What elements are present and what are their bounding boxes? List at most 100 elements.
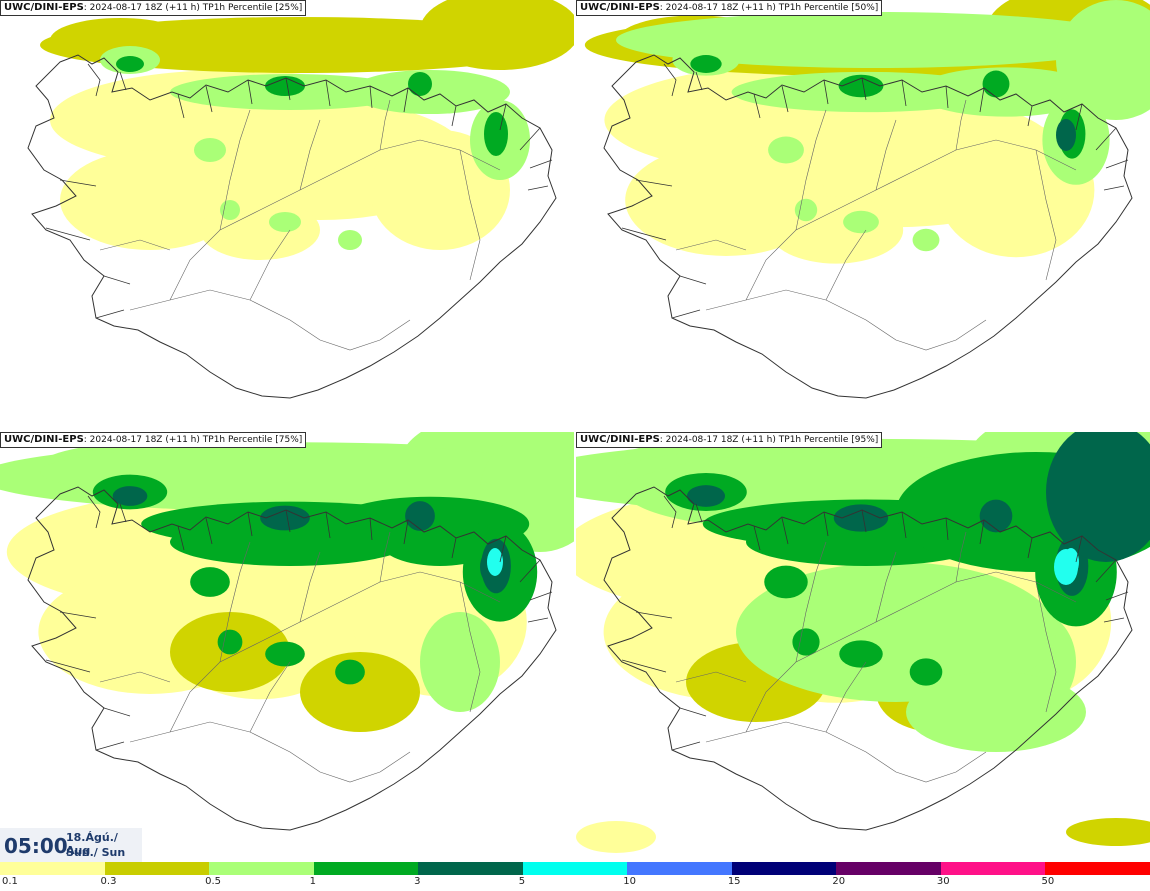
precip-area — [60, 150, 240, 250]
fjord-line — [45, 659, 91, 673]
fjord-line — [59, 611, 97, 619]
boundary-line — [249, 229, 291, 301]
legend-swatch — [209, 862, 315, 875]
fjord-line — [861, 509, 867, 533]
boundary-line — [875, 119, 897, 191]
fjord-line — [247, 79, 253, 105]
boundary-line — [299, 119, 321, 191]
boundary-line — [379, 99, 391, 151]
boundary-line — [169, 571, 501, 733]
fjord-line — [119, 503, 127, 523]
fjord-line — [95, 741, 125, 751]
precip-map — [576, 432, 1150, 853]
precip-area — [768, 136, 804, 164]
map-panel-25: UWC/DINI-EPS: 2024-08-17 18Z (+11 h) TP1… — [0, 0, 574, 430]
fjord-line — [823, 511, 829, 537]
precip-map — [584, 0, 1150, 399]
panel-title: UWC/DINI-EPS: 2024-08-17 18Z (+11 h) TP1… — [0, 432, 307, 448]
boundary-line — [825, 229, 867, 301]
precip-area — [912, 228, 940, 252]
fjord-line — [1027, 537, 1033, 559]
boundary-line — [99, 239, 171, 251]
precip-area — [170, 518, 410, 566]
precip-area — [269, 212, 301, 232]
legend-swatch — [1045, 862, 1150, 875]
legend-swatch — [418, 862, 524, 875]
fjord-line — [945, 85, 949, 109]
fjord-line — [621, 659, 667, 673]
fjord-line — [87, 495, 101, 529]
precip-area — [833, 504, 889, 532]
fjord-line — [95, 309, 125, 319]
precip-area — [839, 640, 883, 668]
coastline — [603, 54, 1133, 399]
precip-area — [764, 565, 808, 599]
valid-time: 05:00 — [4, 834, 68, 858]
precip-area — [1066, 818, 1150, 846]
precip-map — [0, 432, 574, 831]
percentile-label: [25%] — [275, 3, 303, 13]
precip-area — [484, 112, 508, 156]
boundary-line — [299, 551, 321, 623]
boundary-line — [825, 661, 867, 733]
fjord-line — [635, 179, 673, 187]
precip-area — [1046, 432, 1150, 562]
fjord-line — [781, 85, 789, 113]
precip-area — [982, 70, 1010, 98]
fjord-line — [1075, 103, 1083, 131]
precip-area — [838, 74, 884, 98]
percentile-label: [75%] — [275, 435, 303, 445]
fjord-line — [325, 79, 331, 107]
fjord-line — [285, 77, 291, 101]
fjord-line — [369, 85, 373, 109]
precip-area — [200, 200, 320, 260]
fjord-line — [753, 93, 761, 119]
precip-area — [408, 72, 432, 96]
fjord-line — [979, 87, 985, 113]
fjord-line — [45, 227, 91, 241]
fjord-line — [177, 93, 185, 119]
fjord-line — [1103, 185, 1125, 191]
boundary-line — [129, 289, 411, 351]
precip-area — [487, 548, 503, 576]
fjord-line — [695, 503, 703, 523]
field-name: TP1h Percentile — [778, 3, 849, 13]
fjord-line — [59, 179, 97, 187]
fjord-line — [519, 559, 541, 583]
fjord-line — [861, 77, 867, 101]
fjord-line — [403, 87, 409, 113]
panel-title: UWC/DINI-EPS: 2024-08-17 18Z (+11 h) TP1… — [576, 0, 883, 16]
boundary-line — [249, 661, 291, 733]
boundary-line — [875, 551, 897, 623]
precip-area — [979, 499, 1013, 533]
run-info: 2024-08-17 18Z (+11 h) — [665, 3, 776, 13]
fjord-line — [1103, 617, 1125, 623]
fjord-line — [901, 79, 907, 107]
legend-tick-label: 3 — [414, 876, 421, 887]
fjord-line — [663, 495, 677, 529]
model-name: UWC/DINI-EPS — [4, 434, 84, 445]
boundary-line — [219, 109, 251, 231]
map-panel-75: UWC/DINI-EPS: 2024-08-17 18Z (+11 h) TP1… — [0, 432, 574, 862]
coastline — [27, 54, 557, 399]
legend-tick-label: 1 — [309, 876, 316, 887]
field-name: TP1h Percentile — [778, 435, 849, 445]
precip-area — [1054, 549, 1078, 585]
boundary-line — [129, 721, 411, 783]
fjord-line — [177, 525, 185, 551]
precip-area — [112, 486, 148, 506]
precip-area — [190, 567, 230, 597]
boundary-line — [459, 581, 481, 713]
fjord-line — [325, 511, 331, 539]
precip-area — [794, 198, 818, 222]
fjord-line — [1027, 105, 1033, 127]
fjord-line — [753, 525, 761, 551]
field-name: TP1h Percentile — [202, 3, 273, 13]
fjord-line — [451, 105, 457, 127]
boundary-line — [675, 671, 747, 683]
legend-tick-label: 0.5 — [205, 876, 221, 887]
boundary-line — [219, 541, 251, 663]
precip-map — [27, 0, 574, 399]
fjord-line — [247, 511, 253, 537]
boundary-line — [955, 531, 967, 583]
